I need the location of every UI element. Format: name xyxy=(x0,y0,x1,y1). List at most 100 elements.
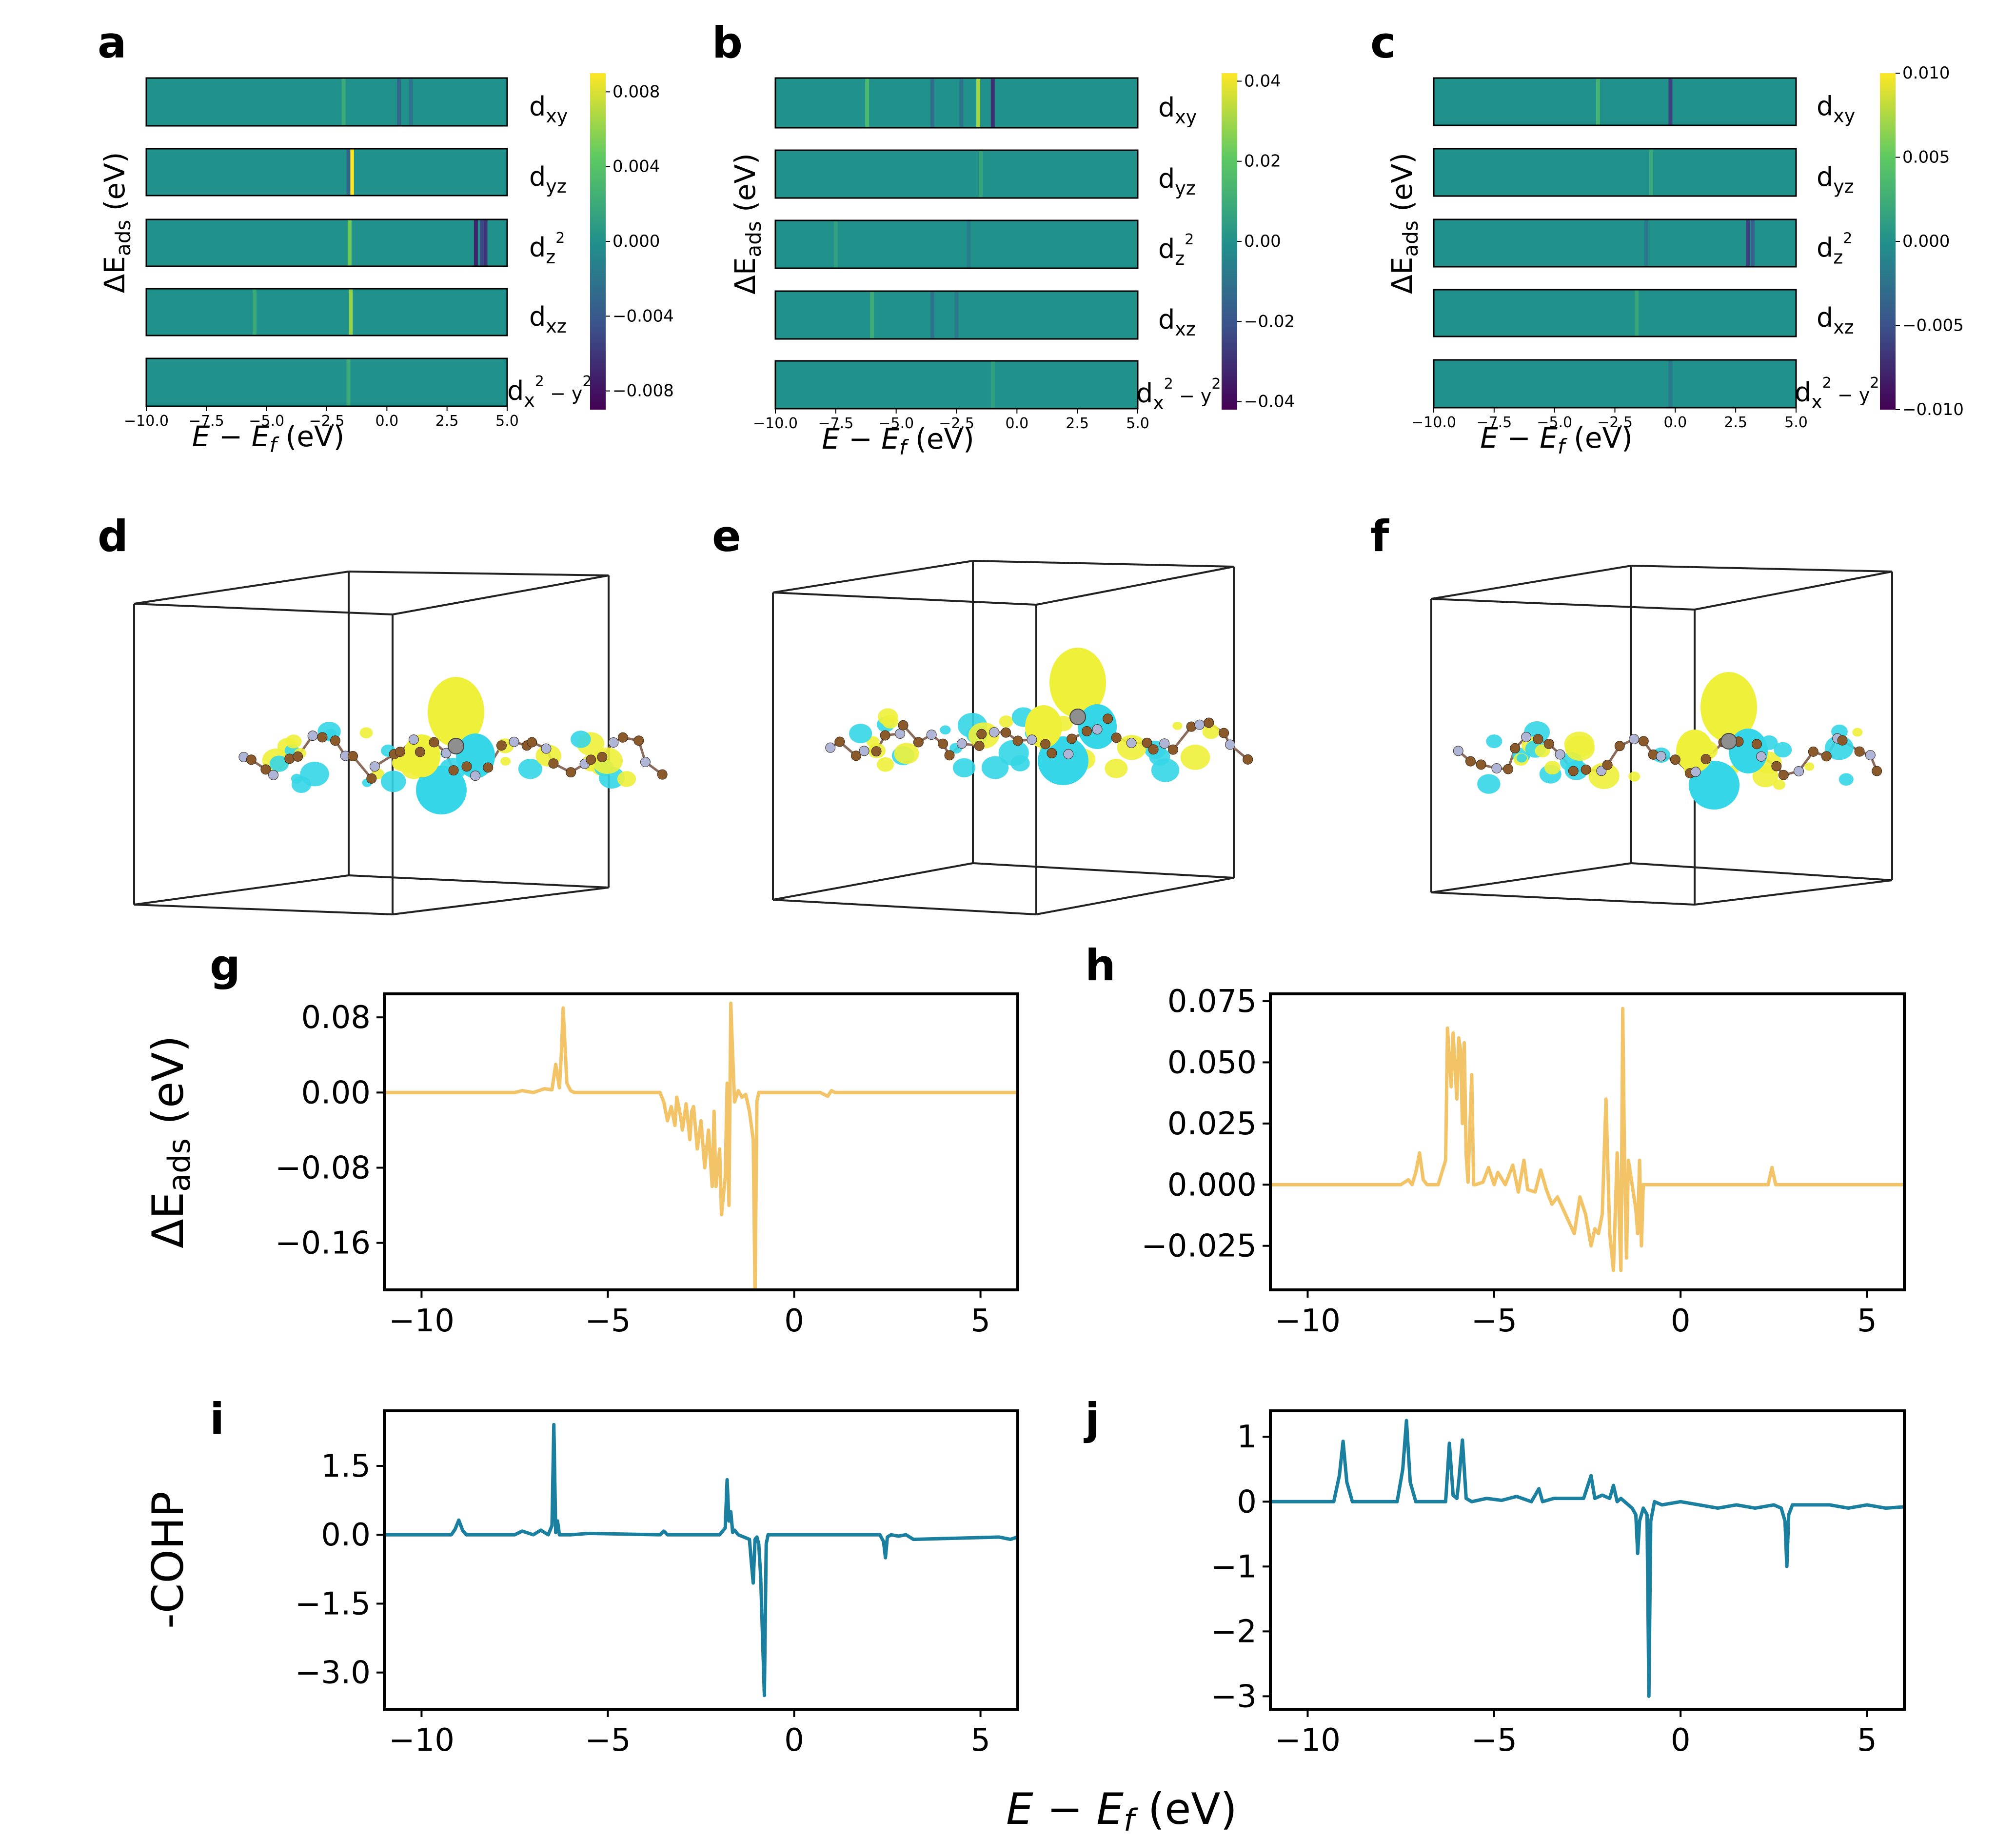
heatmap-row-label: dx2 − y2 xyxy=(1136,376,1221,414)
x-tick-label: −7.5 xyxy=(189,413,224,430)
x-tick-label: −10.0 xyxy=(753,415,798,432)
atom xyxy=(1533,734,1543,745)
y-label-unit: (eV) xyxy=(98,152,131,220)
heatmap-row-label: dxz xyxy=(1158,304,1196,340)
isosurface-lobe xyxy=(1804,762,1815,771)
cell-edge xyxy=(972,560,1234,568)
atom xyxy=(1629,734,1640,745)
atom xyxy=(898,720,909,731)
heatmap-stripe xyxy=(930,291,934,339)
atom xyxy=(1243,754,1253,765)
heatmap-row-label: dxy xyxy=(1158,92,1197,128)
y-label-sub: ads xyxy=(161,1138,197,1192)
heatmap-row-4: dx2 − y2 xyxy=(1433,359,1879,413)
heatmap-stripe xyxy=(1644,219,1648,267)
colorbar-tick-label: 0.000 xyxy=(1902,232,1950,251)
y-tick-label: 1 xyxy=(1237,1419,1257,1455)
isosurface-lobe xyxy=(1774,742,1792,758)
line-panel-g: g −10 −5 0 5 0.08 0.00 −0.08 −0.16 ΔEads (eV) xyxy=(143,940,1019,1339)
y-tick-label: 0.0 xyxy=(321,1517,371,1553)
atom xyxy=(1821,751,1832,762)
x-tick-label: 5.0 xyxy=(1126,415,1149,432)
isosurface-lobe xyxy=(999,715,1013,728)
atom xyxy=(448,765,459,776)
heatmap-row-frame xyxy=(1433,148,1797,197)
y-label-main: ΔE xyxy=(1385,257,1419,294)
isosurface-lobe xyxy=(500,757,511,766)
structure-panel-e: e xyxy=(712,511,1253,915)
heatmap-row-fill xyxy=(146,78,507,126)
isosurface-lobe xyxy=(894,743,919,764)
atom xyxy=(268,770,279,780)
isosurface-lobe-large xyxy=(1689,761,1739,810)
colorbar-tick-label: −0.004 xyxy=(613,306,674,326)
atom xyxy=(307,731,318,741)
isosurface-lobe xyxy=(849,724,872,744)
heatmap-row-fill xyxy=(775,78,1138,128)
y-label-main: ΔE xyxy=(729,257,762,295)
row-label-d: d xyxy=(529,91,546,122)
panel-letter-b: b xyxy=(712,18,743,68)
row-label-d: d xyxy=(529,161,546,192)
row-label-sub: x xyxy=(1811,391,1822,413)
heatmap-row-2: dz2 xyxy=(774,219,1194,269)
heatmap-row-frame xyxy=(774,290,1139,340)
y-tick-label: −3.0 xyxy=(295,1655,371,1691)
row-label-sup: 2 xyxy=(1164,376,1173,393)
heatmap-row-3: dxz xyxy=(1433,289,1854,338)
row-label-sub: yz xyxy=(546,176,566,197)
atom xyxy=(640,757,651,768)
heatmap-stripe xyxy=(480,219,484,266)
atom xyxy=(1067,733,1077,744)
row-label-sub: z xyxy=(1833,247,1843,268)
cell-edge xyxy=(972,862,1234,879)
atom xyxy=(1082,726,1092,736)
heatmap-row-label: dyz xyxy=(529,161,567,197)
y-label-unit: (eV) xyxy=(729,153,762,221)
atom xyxy=(597,751,608,762)
row-label-d: d xyxy=(1136,378,1153,409)
heatmap-row-fill xyxy=(146,219,507,266)
structure-panel-d: d xyxy=(98,511,668,915)
x-tick-label: −10.0 xyxy=(1411,414,1456,431)
colorbar-tick-label: 0.00 xyxy=(1244,232,1281,251)
heatmap-row-1: dyz xyxy=(145,148,567,197)
row-label-d: d xyxy=(1158,234,1175,264)
x-label-unit: (eV) xyxy=(1565,421,1633,455)
x-tick-label: −5 xyxy=(585,1722,631,1759)
colorbar-tick-label: 0.02 xyxy=(1244,152,1281,171)
atom xyxy=(366,773,377,784)
atom xyxy=(1602,760,1613,771)
cell-edge xyxy=(134,904,393,915)
y-tick-label: 0 xyxy=(1237,1484,1257,1520)
line-panel-i: i −10 −5 0 5 1.5 0.0 −1.5 −3.0 -COHP xyxy=(143,1394,1019,1759)
metal-atom xyxy=(448,738,464,754)
isosurface-lobe xyxy=(981,756,1009,779)
x-tick-label: 0.0 xyxy=(375,413,398,430)
y-axis-label: ΔEads (eV) xyxy=(1385,153,1423,294)
heatmap-stripe xyxy=(979,150,983,198)
atom xyxy=(369,761,380,772)
row-label-sup: 2 xyxy=(555,230,565,247)
isosurface-lobe xyxy=(269,755,289,772)
isosurface-lobe xyxy=(1486,734,1502,749)
atom xyxy=(1168,744,1179,755)
isosurface-lobe xyxy=(1752,765,1779,788)
x-tick-label: 2.5 xyxy=(435,413,459,430)
row-label-sup: 2 xyxy=(1822,375,1832,392)
atom xyxy=(633,735,644,746)
heatmap-stripe xyxy=(347,219,352,266)
cell-edge xyxy=(1036,877,1234,915)
y-label-sub: ads xyxy=(111,220,135,256)
atom xyxy=(913,737,924,748)
atom xyxy=(330,735,340,746)
row-label-sup: 2 xyxy=(1185,231,1194,248)
atom xyxy=(880,730,890,741)
atom xyxy=(1103,713,1113,724)
y-tick-label: 0.025 xyxy=(1167,1106,1257,1142)
atom xyxy=(850,751,861,761)
atom xyxy=(1656,751,1666,762)
isosurface-lobe-large xyxy=(428,677,484,747)
